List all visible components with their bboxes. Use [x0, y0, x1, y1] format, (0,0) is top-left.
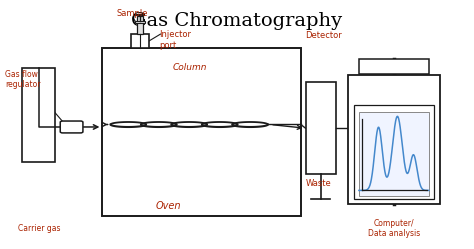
Bar	[359, 112, 429, 196]
Text: Sample: Sample	[117, 9, 148, 18]
Bar	[348, 75, 440, 204]
Bar	[354, 105, 434, 199]
Bar	[131, 34, 149, 48]
Text: Detector: Detector	[306, 31, 342, 40]
Bar	[137, 15, 143, 34]
Text: Computer/
Data analysis: Computer/ Data analysis	[368, 219, 420, 238]
Text: Waste: Waste	[306, 180, 331, 188]
Text: Carrier gas: Carrier gas	[18, 224, 61, 233]
Text: Gas Chromatography: Gas Chromatography	[131, 12, 343, 30]
Text: Injector
port: Injector port	[159, 30, 191, 50]
Bar	[22, 67, 55, 162]
Text: Gas flow
regulator: Gas flow regulator	[5, 70, 41, 89]
FancyBboxPatch shape	[60, 121, 83, 133]
Bar	[359, 59, 429, 74]
Bar	[306, 82, 336, 174]
Text: Column: Column	[173, 63, 207, 72]
Bar	[135, 21, 146, 23]
Text: Oven: Oven	[156, 201, 181, 211]
Bar	[102, 48, 301, 216]
